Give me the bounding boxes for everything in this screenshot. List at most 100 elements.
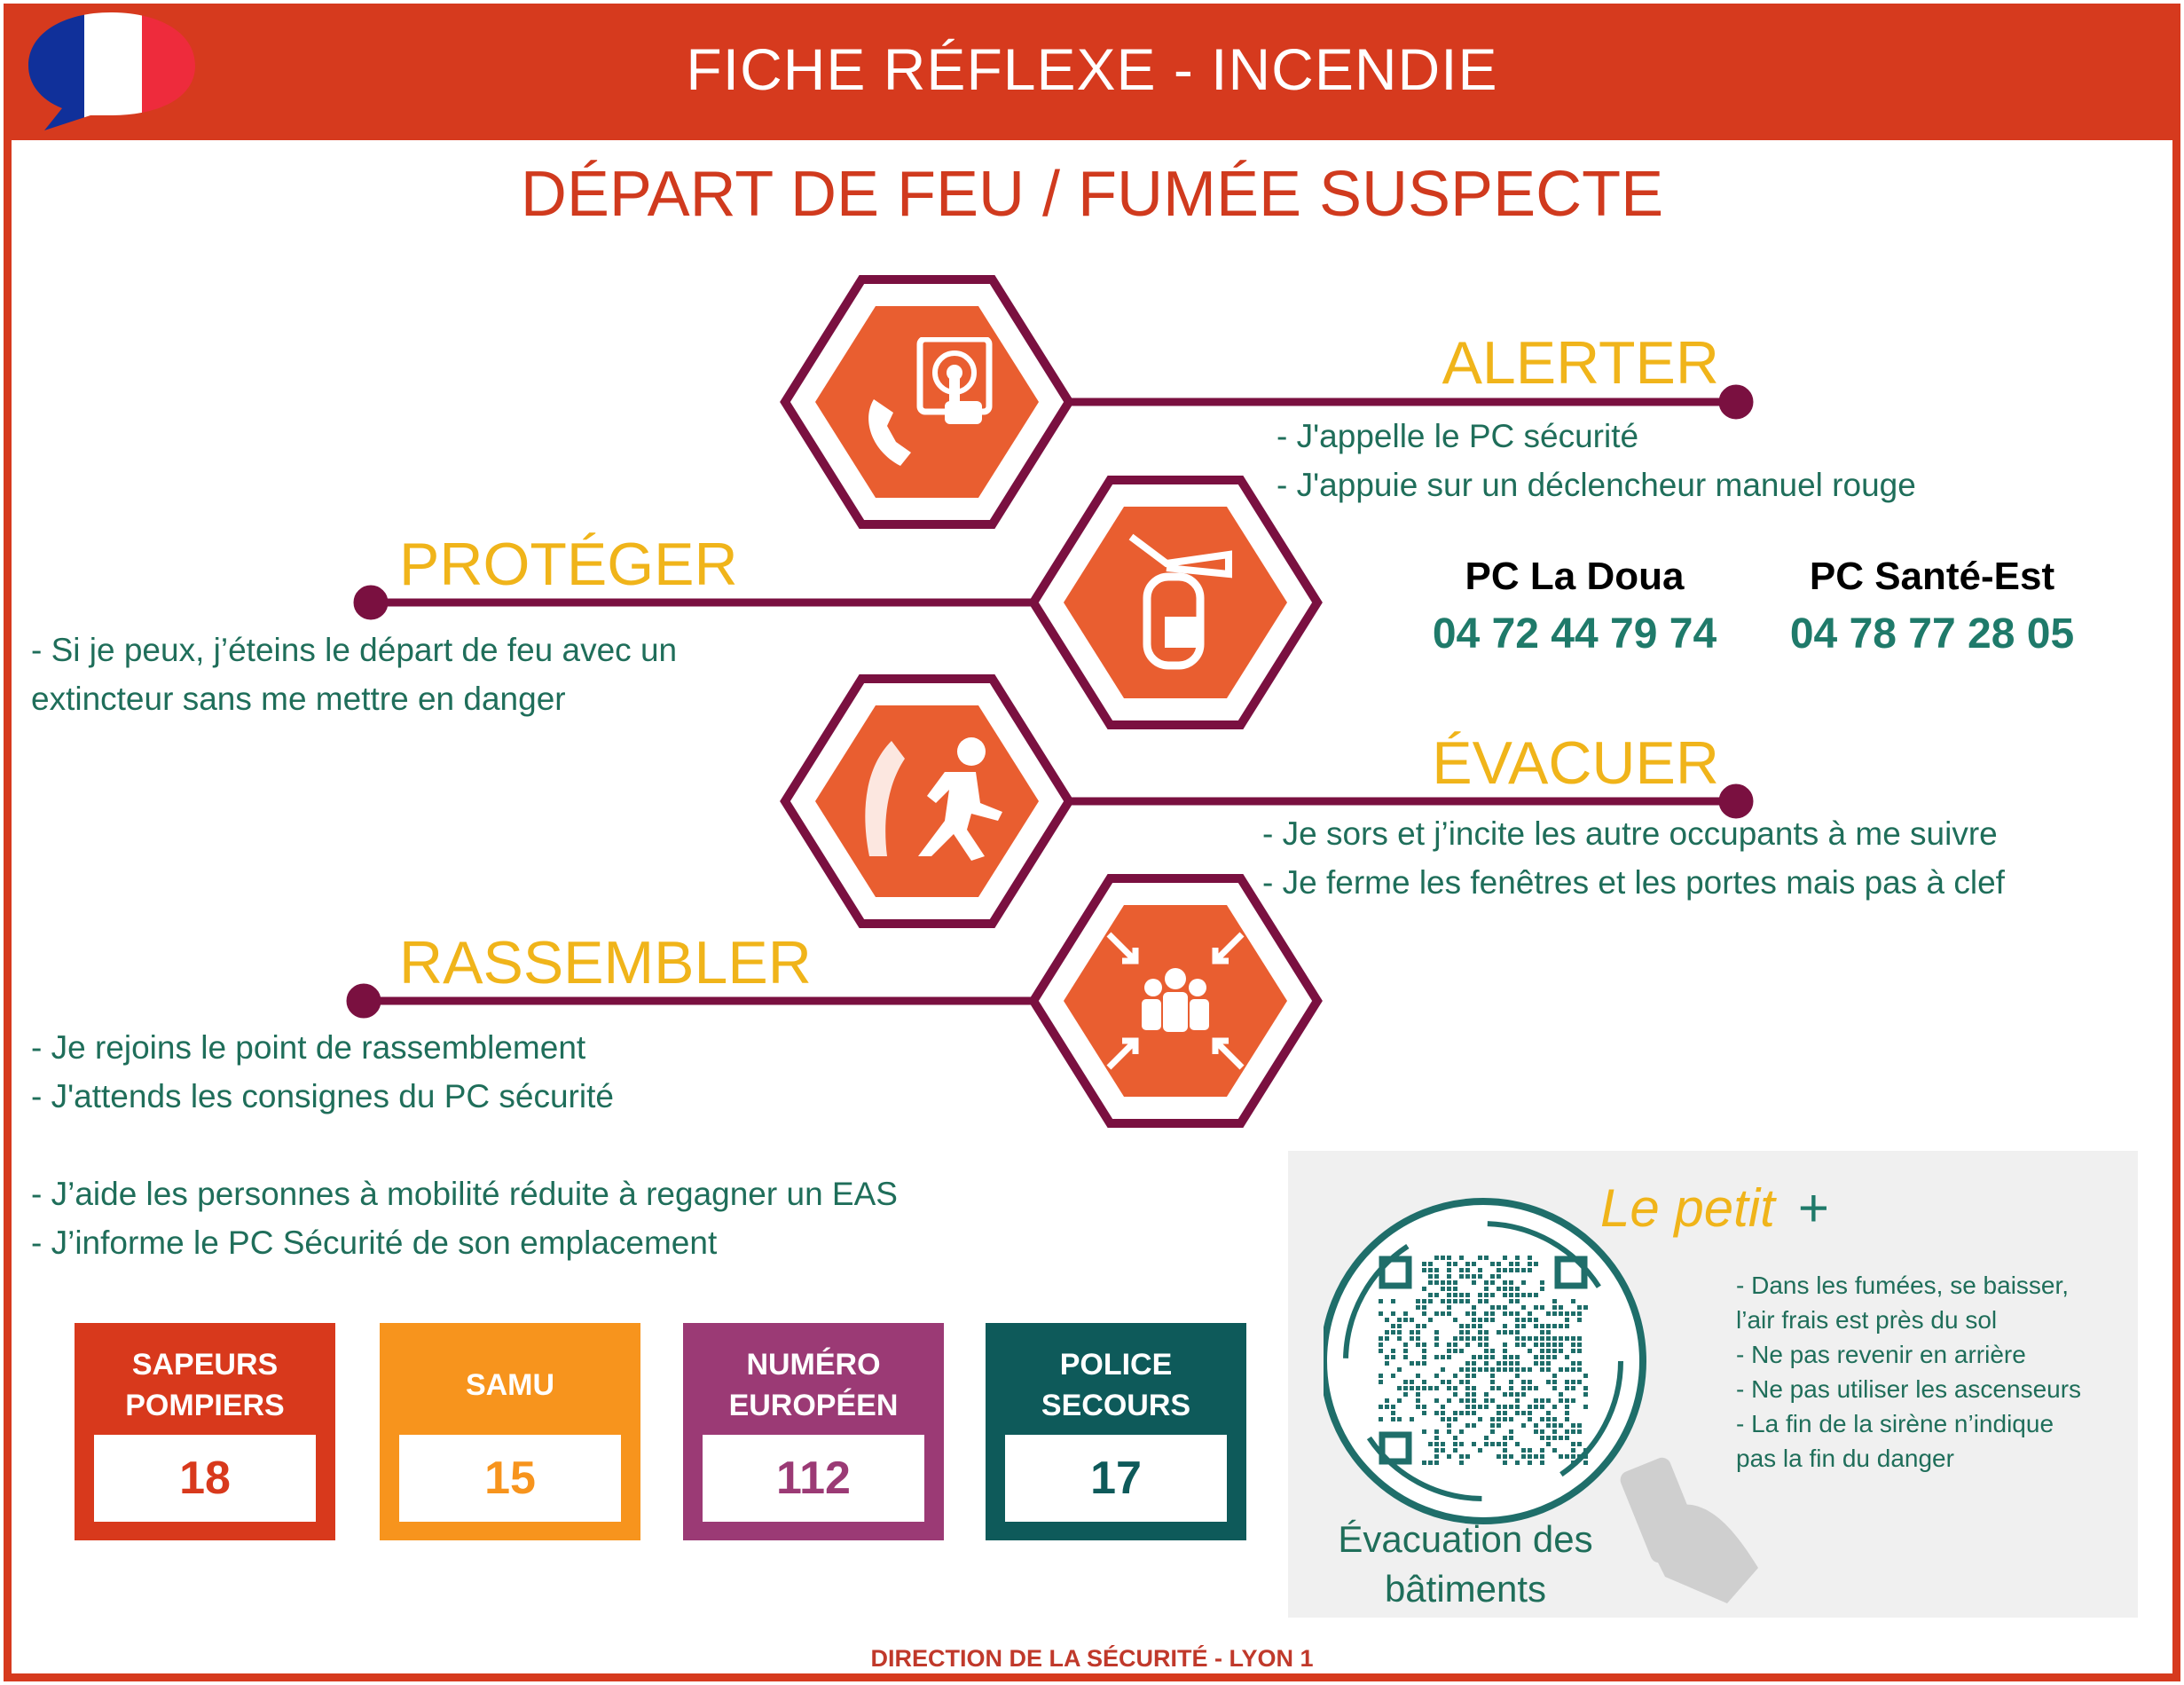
tip-line: - Ne pas utiliser les ascenseurs xyxy=(1736,1375,2082,1403)
qr-module xyxy=(1428,1262,1433,1266)
tip-line: - Dans les fumées, se baisser, xyxy=(1736,1272,2070,1299)
emergency-number[interactable]: 17 xyxy=(1005,1435,1227,1522)
assembly-point-icon xyxy=(1106,932,1245,1070)
qr-module xyxy=(1571,1386,1575,1390)
qr-module xyxy=(1422,1386,1426,1390)
qr-module xyxy=(1379,1405,1383,1409)
qr-module xyxy=(1503,1355,1507,1359)
qr-module xyxy=(1503,1349,1507,1353)
qr-module xyxy=(1565,1398,1569,1403)
qr-module xyxy=(1577,1305,1582,1310)
qr-module xyxy=(1503,1436,1507,1440)
qr-module xyxy=(1540,1429,1544,1434)
qr-module xyxy=(1509,1299,1513,1303)
qr-module xyxy=(1509,1262,1513,1266)
qr-module xyxy=(1528,1262,1532,1266)
qr-module xyxy=(1434,1442,1439,1446)
qr-module xyxy=(1447,1386,1451,1390)
qr-module xyxy=(1422,1429,1426,1434)
qr-module xyxy=(1497,1442,1501,1446)
qr-module xyxy=(1546,1411,1551,1415)
qr-module xyxy=(1434,1336,1439,1341)
qr-module xyxy=(1497,1330,1501,1335)
qr-module xyxy=(1515,1361,1520,1366)
qr-module xyxy=(1534,1318,1538,1322)
qr-module xyxy=(1478,1367,1482,1372)
qr-module xyxy=(1559,1342,1563,1347)
qr-module xyxy=(1534,1454,1538,1459)
qr-module xyxy=(1478,1324,1482,1328)
qr-module xyxy=(1546,1367,1551,1372)
emergency-number[interactable]: 18 xyxy=(94,1435,316,1522)
qr-module xyxy=(1509,1311,1513,1316)
hexagon-fill-alerter xyxy=(815,306,1039,498)
qr-module xyxy=(1459,1367,1464,1372)
qr-code-icon[interactable] xyxy=(1324,1195,1661,1532)
qr-module xyxy=(1453,1293,1457,1297)
qr-module xyxy=(1410,1361,1414,1366)
contact-phone[interactable]: 04 72 44 79 74 xyxy=(1432,610,1717,657)
qr-module xyxy=(1490,1429,1495,1434)
qr-module xyxy=(1534,1336,1538,1341)
qr-module xyxy=(1441,1299,1445,1303)
contact-phone[interactable]: 04 78 77 28 05 xyxy=(1789,610,2075,657)
qr-module xyxy=(1528,1386,1532,1390)
qr-module xyxy=(1379,1336,1383,1341)
qr-module xyxy=(1385,1336,1389,1341)
qr-module xyxy=(1497,1367,1501,1372)
qr-module xyxy=(1521,1324,1526,1328)
qr-module xyxy=(1497,1405,1501,1409)
qr-module xyxy=(1428,1293,1433,1297)
qr-module xyxy=(1515,1287,1520,1291)
qr-module xyxy=(1447,1417,1451,1421)
qr-module xyxy=(1434,1274,1439,1279)
qr-module xyxy=(1478,1318,1482,1322)
qr-module xyxy=(1472,1405,1476,1409)
step-label-alerter: ALERTER xyxy=(1442,329,1719,397)
qr-module xyxy=(1453,1436,1457,1440)
qr-module xyxy=(1478,1448,1482,1453)
qr-module xyxy=(1552,1417,1557,1421)
proteger-text-1: - Si je peux, j’éteins le départ de feu … xyxy=(31,632,678,668)
qr-module xyxy=(1509,1392,1513,1397)
qr-module xyxy=(1422,1461,1426,1465)
qr-module xyxy=(1391,1411,1395,1415)
qr-module xyxy=(1472,1355,1476,1359)
qr-module xyxy=(1465,1293,1470,1297)
qr-module xyxy=(1577,1342,1582,1347)
qr-module xyxy=(1497,1268,1501,1272)
qr-module xyxy=(1465,1367,1470,1372)
qr-module xyxy=(1397,1336,1402,1341)
qr-module xyxy=(1459,1324,1464,1328)
qr-module xyxy=(1540,1417,1544,1421)
qr-module xyxy=(1521,1305,1526,1310)
qr-module xyxy=(1441,1442,1445,1446)
emergency-number[interactable]: 15 xyxy=(399,1435,621,1522)
qr-module xyxy=(1552,1429,1557,1434)
qr-module xyxy=(1540,1330,1544,1335)
qr-module xyxy=(1571,1398,1575,1403)
qr-module xyxy=(1534,1293,1538,1297)
qr-module xyxy=(1484,1336,1489,1341)
qr-module xyxy=(1565,1411,1569,1415)
qr-module xyxy=(1552,1342,1557,1347)
french-flag-speech-bubble-icon xyxy=(28,12,195,130)
qr-module xyxy=(1503,1405,1507,1409)
qr-module xyxy=(1478,1299,1482,1303)
qr-module xyxy=(1416,1405,1420,1409)
qr-module xyxy=(1497,1417,1501,1421)
qr-module xyxy=(1428,1299,1433,1303)
qr-module xyxy=(1478,1342,1482,1347)
qr-module xyxy=(1422,1405,1426,1409)
qr-module xyxy=(1559,1454,1563,1459)
qr-module xyxy=(1515,1324,1520,1328)
qr-module xyxy=(1434,1436,1439,1440)
qr-module xyxy=(1465,1423,1470,1428)
emergency-number[interactable]: 112 xyxy=(703,1435,924,1522)
qr-module xyxy=(1434,1280,1439,1285)
qr-module xyxy=(1447,1454,1451,1459)
qr-module xyxy=(1528,1311,1532,1316)
evacuer-text-2: - Je ferme les fenêtres et les portes ma… xyxy=(1262,864,2005,901)
qr-module xyxy=(1478,1355,1482,1359)
alerter-text-1: - J'appelle le PC sécurité xyxy=(1277,418,1639,454)
